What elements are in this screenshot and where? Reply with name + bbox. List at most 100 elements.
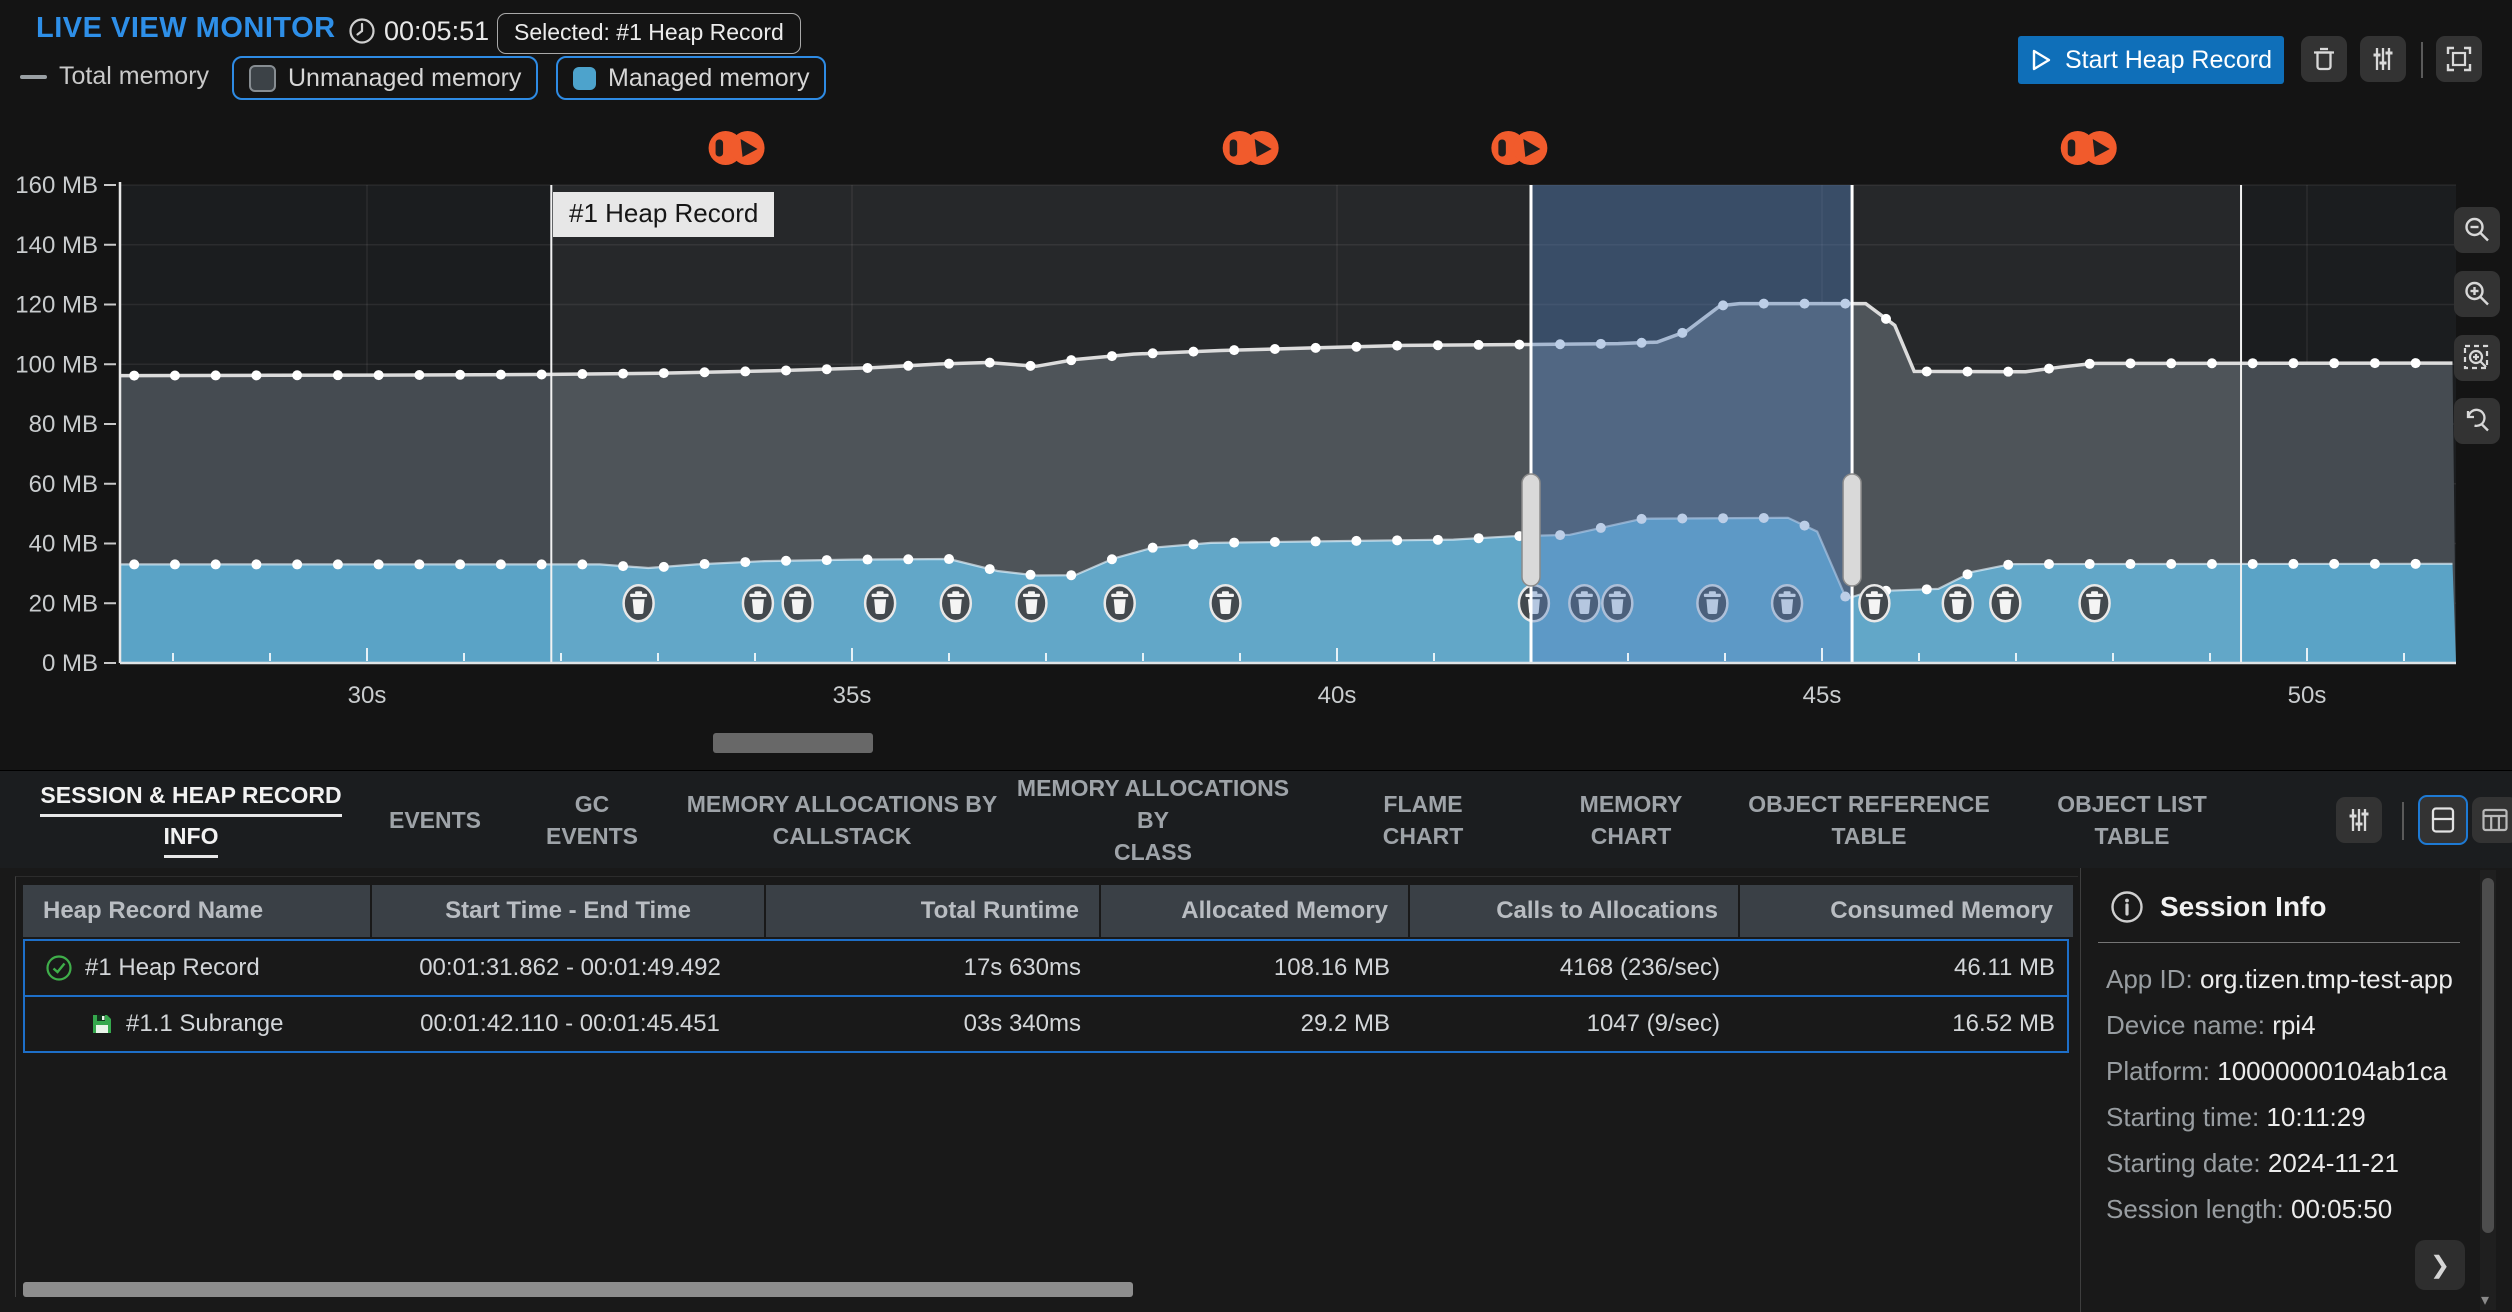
session-field-platform-: Platform: 10000000104ab1ca bbox=[2106, 1056, 2453, 1087]
session-field-label: Starting time: bbox=[2106, 1102, 2266, 1132]
tab-gc-events[interactable]: GCEVENTS bbox=[503, 771, 681, 869]
gc-trash-marker[interactable] bbox=[1859, 585, 1889, 621]
check-circle-icon bbox=[45, 954, 73, 982]
table-row[interactable]: #1.1 Subrange00:01:42.110 - 00:01:45.451… bbox=[25, 997, 2067, 1051]
gc-trash-marker[interactable] bbox=[865, 585, 895, 621]
column-header-allocated-memory[interactable]: Allocated Memory bbox=[1101, 885, 1408, 937]
gc-event-pair-icon[interactable] bbox=[1491, 131, 1547, 165]
next-page-button[interactable]: ❯ bbox=[2415, 1240, 2465, 1290]
tab-label-line: OBJECT REFERENCE bbox=[1748, 788, 1990, 820]
x-axis-tick-label: 40s bbox=[1318, 682, 1357, 709]
layout-table-columns-button[interactable] bbox=[2472, 797, 2512, 843]
zoom-in-icon bbox=[2462, 279, 2492, 309]
table-row[interactable]: #1 Heap Record00:01:31.862 - 00:01:49.49… bbox=[25, 941, 2067, 997]
tab-flame-chart[interactable]: FLAMECHART bbox=[1303, 771, 1543, 869]
chart-zoom-toolbar bbox=[2454, 207, 2501, 507]
session-field-value: rpi4 bbox=[2272, 1010, 2315, 1040]
gc-trash-marker[interactable] bbox=[1105, 585, 1135, 621]
session-field-label: App ID: bbox=[2106, 964, 2200, 994]
gc-event-pair-icon[interactable] bbox=[709, 131, 765, 165]
horizontal-split-icon bbox=[2428, 805, 2458, 835]
tab-events[interactable]: EVENTS bbox=[367, 771, 503, 869]
zoom-out-button[interactable] bbox=[2454, 207, 2500, 253]
session-field-value: 00:05:50 bbox=[2291, 1194, 2392, 1224]
gc-trash-marker[interactable] bbox=[941, 585, 971, 621]
clock-icon bbox=[348, 17, 376, 45]
y-axis-tick-label: 20 MB bbox=[29, 590, 98, 617]
table-cell: 00:01:31.862 - 00:01:49.492 bbox=[374, 941, 766, 995]
gc-trash-marker[interactable] bbox=[1210, 585, 1240, 621]
gc-trash-marker[interactable] bbox=[624, 585, 654, 621]
tab-label-line: CHART bbox=[1383, 820, 1464, 852]
bottom-panel-tabbar: SESSION & HEAP RECORDINFOEVENTSGCEVENTSM… bbox=[0, 770, 2512, 869]
bottom-panel: Heap Record NameStart Time - End TimeTot… bbox=[0, 868, 2512, 1312]
gc-trash-marker[interactable] bbox=[783, 585, 813, 621]
heap-record-table: Heap Record NameStart Time - End TimeTot… bbox=[15, 876, 2078, 1297]
reset-zoom-button[interactable] bbox=[2454, 398, 2500, 444]
scroll-down-arrow-icon[interactable]: ▾ bbox=[2481, 1290, 2489, 1310]
y-axis-tick-label: 140 MB bbox=[15, 232, 98, 259]
fullscreen-button[interactable] bbox=[2436, 36, 2482, 82]
sliders-icon bbox=[2369, 45, 2397, 73]
tab-label-line: EVENTS bbox=[389, 804, 481, 836]
table-selected-rows-group: #1 Heap Record00:01:31.862 - 00:01:49.49… bbox=[23, 939, 2069, 1053]
page-title: LIVE VIEW MONITOR bbox=[36, 12, 336, 45]
vertical-scrollbar[interactable]: ▾ bbox=[2480, 870, 2496, 1310]
table-cell: 16.52 MB bbox=[1742, 997, 2075, 1051]
column-header-total-runtime[interactable]: Total Runtime bbox=[766, 885, 1099, 937]
table-horizontal-scrollbar[interactable] bbox=[23, 1282, 1133, 1297]
gc-event-pair-icon[interactable] bbox=[1223, 131, 1279, 165]
tab-label-line: OBJECT LIST bbox=[2057, 788, 2207, 820]
zoom-to-selection-button[interactable] bbox=[2454, 335, 2500, 381]
tab-session-heap-record-info[interactable]: SESSION & HEAP RECORDINFO bbox=[15, 771, 367, 869]
column-header-start-time-end-time[interactable]: Start Time - End Time bbox=[372, 885, 764, 937]
tab-memory-chart[interactable]: MEMORYCHART bbox=[1543, 771, 1719, 869]
chart-horizontal-scrollbar[interactable] bbox=[713, 733, 873, 753]
delete-session-button[interactable] bbox=[2301, 36, 2347, 82]
gc-trash-marker[interactable] bbox=[1990, 585, 2020, 621]
table-cell: 1047 (9/sec) bbox=[1412, 997, 1740, 1051]
tab-memory-allocations-by-callstack[interactable]: MEMORY ALLOCATIONS BYCALLSTACK bbox=[681, 771, 1003, 869]
column-header-heap-record-name[interactable]: Heap Record Name bbox=[23, 885, 370, 937]
tab-label-line: INFO bbox=[164, 820, 219, 858]
legend-unmanaged-toggle[interactable]: Unmanaged memory bbox=[232, 56, 538, 100]
table-cell: 4168 (236/sec) bbox=[1412, 941, 1740, 995]
session-field-label: Device name: bbox=[2106, 1010, 2272, 1040]
gc-trash-marker[interactable] bbox=[743, 585, 773, 621]
y-axis-tick-label: 100 MB bbox=[15, 351, 98, 378]
tab-label-line: GC bbox=[575, 788, 610, 820]
start-heap-record-button[interactable]: Start Heap Record bbox=[2018, 36, 2284, 84]
gc-trash-marker[interactable] bbox=[1016, 585, 1046, 621]
gc-trash-marker[interactable] bbox=[2080, 585, 2110, 621]
chevron-right-icon: ❯ bbox=[2430, 1251, 2450, 1280]
tab-label-line: FLAME bbox=[1383, 788, 1462, 820]
selection-drag-handle[interactable] bbox=[1522, 474, 1540, 586]
chart-settings-button[interactable] bbox=[2360, 36, 2406, 82]
table-settings-button[interactable] bbox=[2336, 797, 2382, 843]
tab-object-reference-table[interactable]: OBJECT REFERENCETABLE bbox=[1719, 771, 2019, 869]
layout-horizontal-split-button[interactable] bbox=[2418, 795, 2468, 845]
y-axis-tick-label: 0 MB bbox=[42, 650, 98, 677]
gc-event-pair-icon[interactable] bbox=[2061, 131, 2117, 165]
memory-timeline-chart[interactable]: 160 MB140 MB120 MB100 MB80 MB60 MB40 MB2… bbox=[0, 100, 2512, 772]
legend-unmanaged-label: Unmanaged memory bbox=[288, 64, 521, 93]
session-info-title: Session Info bbox=[2160, 891, 2326, 923]
session-field-label: Starting date: bbox=[2106, 1148, 2268, 1178]
legend-managed-toggle[interactable]: Managed memory bbox=[556, 56, 826, 100]
subrange-selection-region[interactable] bbox=[1531, 185, 1852, 663]
x-axis-tick-label: 50s bbox=[2288, 682, 2327, 709]
zoom-in-button[interactable] bbox=[2454, 271, 2500, 317]
gc-trash-marker[interactable] bbox=[1943, 585, 1973, 621]
legend-total-memory: Total memory bbox=[20, 62, 209, 91]
tab-object-list-table[interactable]: OBJECT LISTTABLE bbox=[2019, 771, 2245, 869]
table-columns-icon bbox=[2480, 805, 2510, 835]
column-header-consumed-memory[interactable]: Consumed Memory bbox=[1740, 885, 2073, 937]
table-cell: 46.11 MB bbox=[1742, 941, 2075, 995]
tab-label-line: CHART bbox=[1591, 820, 1672, 852]
column-header-calls-to-allocations[interactable]: Calls to Allocations bbox=[1410, 885, 1738, 937]
session-field-session-length-: Session length: 00:05:50 bbox=[2106, 1194, 2453, 1225]
session-field-starting-time-: Starting time: 10:11:29 bbox=[2106, 1102, 2453, 1133]
tab-memory-allocations-by-class[interactable]: MEMORY ALLOCATIONS BYCLASS bbox=[1003, 771, 1303, 869]
vertical-scrollbar-thumb[interactable] bbox=[2482, 878, 2494, 1233]
selection-drag-handle[interactable] bbox=[1843, 474, 1861, 586]
